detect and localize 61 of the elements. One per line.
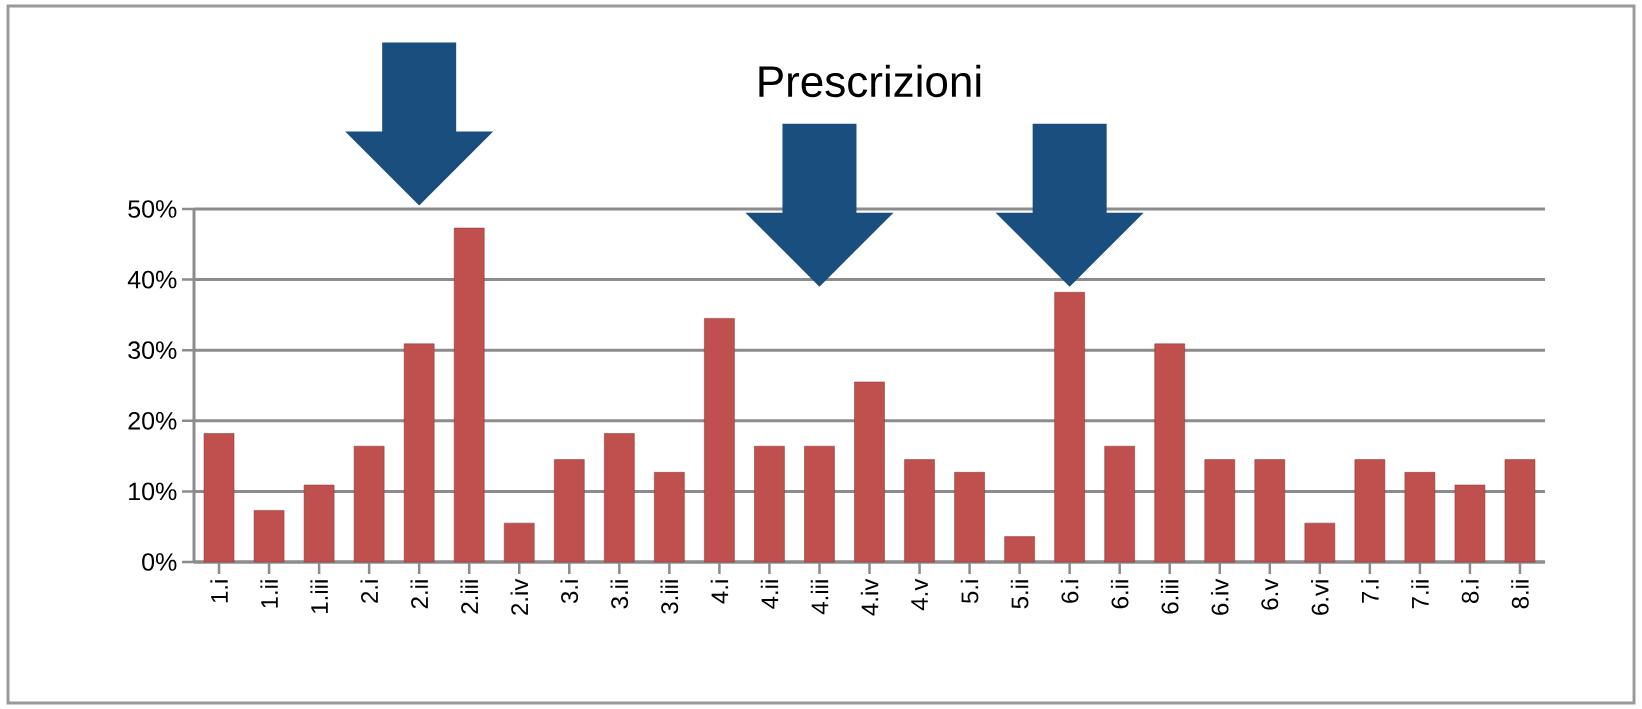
bar (503, 522, 535, 563)
x-tick-label: 1.i (210, 580, 228, 603)
x-tick-label: 3.iii (660, 580, 679, 614)
x-tick-label: 5.i (960, 580, 979, 604)
bar (1204, 459, 1236, 563)
x-tick-label: 2.ii (410, 580, 428, 609)
bar (303, 484, 335, 563)
chart-title: Prescrizioni (759, 64, 981, 98)
x-tick-label: 2.i (360, 580, 378, 603)
bar (904, 459, 935, 563)
bar (954, 472, 985, 563)
x-tick-label: 6.iii (1160, 580, 1179, 614)
y-tick-label: 10% (129, 482, 177, 501)
x-tick-label: 1.ii (260, 580, 278, 608)
bar (203, 433, 235, 563)
bar (453, 227, 485, 563)
y-tick-label: 40% (127, 270, 177, 289)
x-tick-label: 3.ii (610, 580, 629, 609)
x-tick-label: 6.iv (1210, 578, 1229, 615)
bar (1054, 292, 1085, 563)
bar (1154, 343, 1185, 563)
x-tick-label: 8.i (1461, 580, 1479, 603)
bar (604, 433, 635, 563)
bar (854, 381, 885, 563)
bar (1254, 459, 1286, 563)
bar (804, 445, 835, 563)
x-tick-label: 1.iii (310, 580, 328, 613)
x-tick-label: 4.ii (760, 580, 779, 609)
y-tick-label: 30% (128, 341, 177, 360)
x-tick-label: 6.vi (1311, 580, 1329, 615)
bar (253, 510, 285, 563)
y-tick-label: 20% (128, 411, 177, 430)
x-tick-label: 4.iii (810, 580, 829, 615)
x-tick-label: 7.i (1361, 580, 1379, 603)
x-tick-label: 6.v (1261, 578, 1279, 610)
bar (403, 343, 435, 563)
bar (1454, 484, 1486, 563)
y-tick-label: 0% (142, 553, 177, 571)
x-tick-label: 6.ii (1110, 580, 1129, 609)
bar (1104, 445, 1135, 563)
x-tick-label: 4.iv (860, 578, 879, 616)
bar (1354, 459, 1386, 563)
x-tick-label: 2.iii (460, 580, 478, 614)
x-tick-label: 6.i (1060, 580, 1079, 603)
x-tick-label: 5.ii (1010, 580, 1029, 609)
bar (554, 459, 585, 563)
x-tick-label: 8.ii (1511, 580, 1529, 609)
x-tick-label: 2.iv (510, 578, 528, 615)
x-tick-label: 3.i (560, 580, 579, 604)
y-tick-label: 50% (128, 200, 177, 218)
x-tick-label: 4.v (911, 578, 928, 611)
bar (1404, 472, 1436, 563)
bar (754, 445, 785, 563)
x-tick-label: 7.ii (1411, 580, 1429, 609)
bar (704, 318, 735, 563)
bar (1504, 459, 1536, 563)
x-tick-label: 4.i (710, 580, 729, 604)
bar (353, 445, 385, 563)
bar (1004, 536, 1035, 563)
bar (654, 472, 685, 563)
bar (1304, 522, 1336, 563)
